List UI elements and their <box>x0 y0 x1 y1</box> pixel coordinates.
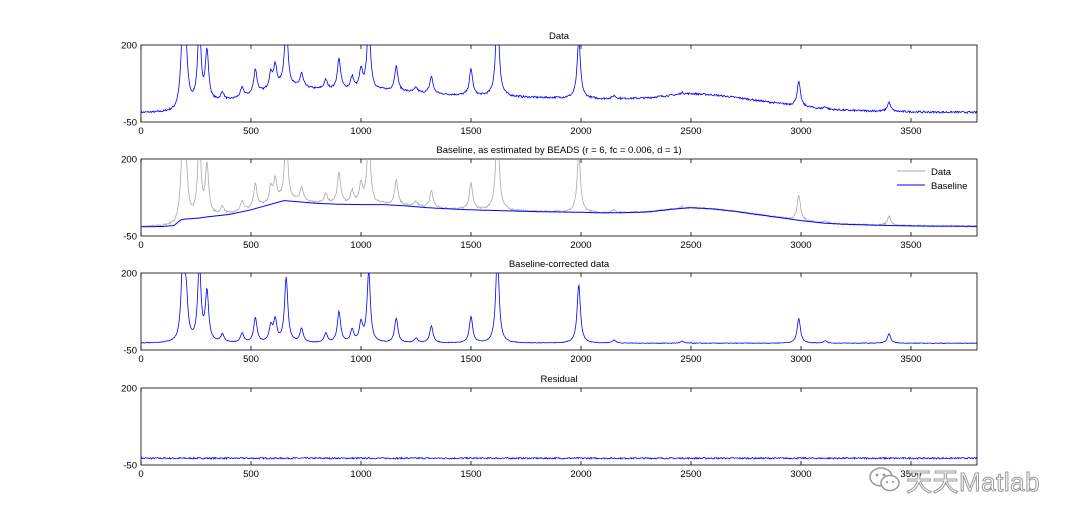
x-tick-label: 1500 <box>460 240 481 251</box>
y-tick-label: 200 <box>121 155 137 166</box>
x-tick-label: 1500 <box>460 469 481 480</box>
subplot-title: Residual <box>541 374 578 385</box>
x-tick-label: 0 <box>138 126 143 137</box>
x-tick-label: 1000 <box>350 354 371 365</box>
series-data-line <box>141 45 977 115</box>
legend-label: Data <box>931 167 952 178</box>
y-tick-label: -50 <box>123 232 137 243</box>
axes-box <box>140 44 978 123</box>
x-tick-label: 3000 <box>790 126 811 137</box>
x-tick-label: 500 <box>243 126 259 137</box>
series-corrected-line <box>141 273 977 345</box>
x-tick-label: 3500 <box>900 240 921 251</box>
x-tick-label: 3000 <box>790 240 811 251</box>
x-tick-label: 2500 <box>680 240 701 251</box>
x-tick-label: 0 <box>138 469 143 480</box>
subplot-title: Baseline-corrected data <box>509 259 610 270</box>
axes-box <box>140 387 978 466</box>
x-tick-label: 3000 <box>790 354 811 365</box>
axes-box <box>140 272 978 351</box>
x-tick-label: 500 <box>243 469 259 480</box>
x-tick-label: 3500 <box>900 354 921 365</box>
x-tick-label: 3500 <box>900 126 921 137</box>
x-tick-label: 500 <box>243 240 259 251</box>
y-tick-label: 200 <box>121 41 137 52</box>
x-tick-label: 1500 <box>460 126 481 137</box>
x-tick-label: 2000 <box>570 126 591 137</box>
x-tick-label: 2500 <box>680 126 701 137</box>
x-tick-label: 2000 <box>570 354 591 365</box>
x-tick-label: 1000 <box>350 240 371 251</box>
y-tick-label: 200 <box>121 384 137 395</box>
watermark-text: 天天Matlab <box>905 466 1041 497</box>
legend: Data Baseline <box>897 167 967 192</box>
y-tick-label: -50 <box>123 118 137 129</box>
x-tick-label: 1000 <box>350 469 371 480</box>
legend-label: Baseline <box>931 181 967 192</box>
y-tick-label: 200 <box>121 269 137 280</box>
subplot-1: Data 0 500 1000 1500 2000 2500 3000 3500 -50 200 <box>121 31 978 137</box>
x-tick-label: 1000 <box>350 126 371 137</box>
x-tick-label: 0 <box>138 240 143 251</box>
x-tick-label: 2000 <box>570 469 591 480</box>
x-tick-label: 3000 <box>790 469 811 480</box>
subplot-2: Baseline, as estimated by BEADS (r = 6, … <box>121 145 978 251</box>
x-tick-label: 1500 <box>460 354 481 365</box>
x-tick-label: 0 <box>138 354 143 365</box>
y-tick-label: -50 <box>123 461 137 472</box>
subplot-title: Baseline, as estimated by BEADS (r = 6, … <box>436 145 681 156</box>
x-tick-label: 2500 <box>680 354 701 365</box>
subplot-3: Baseline-corrected data 0 500 1000 1500 2000 2… <box>121 259 978 365</box>
x-tick-label: 2000 <box>570 240 591 251</box>
axes-box <box>140 158 978 237</box>
y-tick-label: -50 <box>123 346 137 357</box>
x-tick-label: 2500 <box>680 469 701 480</box>
x-tick-label: 500 <box>243 354 259 365</box>
series-residual-line <box>141 456 977 460</box>
watermark: 天天Matlab <box>868 460 1058 500</box>
series-baseline-line <box>141 200 977 228</box>
wechat-icon <box>869 467 900 492</box>
subplot-title: Data <box>549 31 570 42</box>
subplot-4: Residual 0 500 1000 1500 2000 2500 3000 3500 -50 2… <box>121 374 978 480</box>
x-tick-label: 3500 <box>900 469 921 480</box>
